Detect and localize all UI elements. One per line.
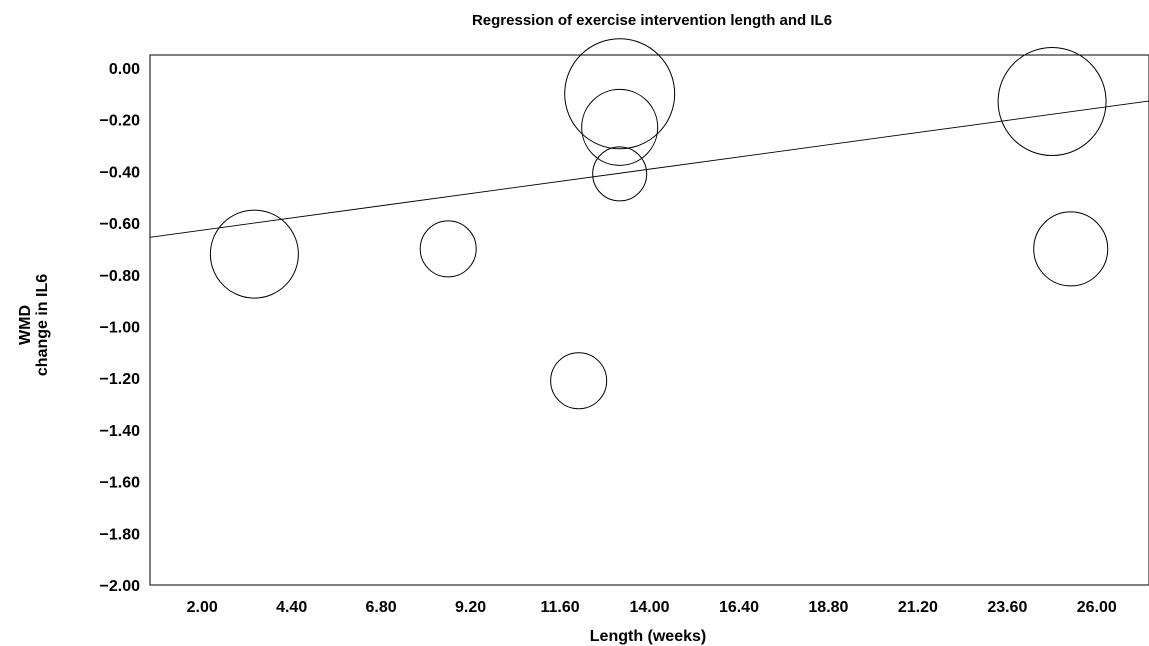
x-tick-label: 2.00	[187, 599, 218, 616]
study-bubble	[564, 38, 676, 150]
study-bubble	[997, 47, 1107, 157]
y-axis-label: WMD change in IL6	[17, 274, 51, 376]
study-bubble	[1033, 211, 1109, 287]
y-tick-label: −2.00	[100, 578, 141, 595]
y-tick-label: −1.80	[100, 526, 141, 543]
plot-frame	[149, 54, 1149, 586]
y-tick-label: 0.00	[109, 61, 140, 78]
x-axis-label: Length (weeks)	[590, 628, 706, 645]
regression-line	[149, 100, 1149, 238]
y-tick-label: −0.40	[100, 164, 141, 181]
x-axis-ticks: 2.00 4.40 6.80 9.20 11.60 14.00 16.40 18.80 21.2…	[187, 599, 1117, 616]
y-tick-label: −1.60	[100, 475, 141, 492]
y-axis-ticks: 0.00 −0.20 −0.40 −0.60 −0.80 −1.00 −1.20 −1.40 −…	[100, 61, 141, 595]
x-tick-label: 9.20	[455, 599, 486, 616]
regression-layer	[149, 100, 1149, 238]
bubble-layer	[209, 38, 1109, 410]
y-axis-label-line-1: WMD	[17, 305, 34, 345]
y-tick-label: −1.00	[100, 319, 141, 336]
y-tick-label: −0.80	[100, 268, 141, 285]
x-tick-label: 23.60	[987, 599, 1027, 616]
x-tick-label: 16.40	[719, 599, 759, 616]
study-bubble	[581, 88, 659, 166]
y-axis-label-line-2: change in IL6	[34, 274, 51, 376]
x-tick-label: 4.40	[276, 599, 307, 616]
study-bubble	[592, 146, 648, 202]
study-bubble	[419, 220, 477, 278]
chart-title: Regression of exercise intervention leng…	[472, 12, 832, 29]
y-tick-label: −1.20	[100, 371, 141, 388]
x-tick-label: 14.00	[629, 599, 669, 616]
study-bubble	[209, 209, 299, 299]
x-tick-label: 18.80	[808, 599, 848, 616]
study-bubble	[550, 352, 608, 410]
y-tick-label: −1.40	[100, 423, 141, 440]
x-tick-label: 6.80	[366, 599, 397, 616]
x-tick-label: 26.00	[1077, 599, 1117, 616]
y-tick-label: −0.60	[100, 216, 141, 233]
x-tick-label: 21.20	[898, 599, 938, 616]
x-tick-label: 11.60	[540, 599, 579, 616]
y-tick-label: −0.20	[100, 113, 141, 130]
